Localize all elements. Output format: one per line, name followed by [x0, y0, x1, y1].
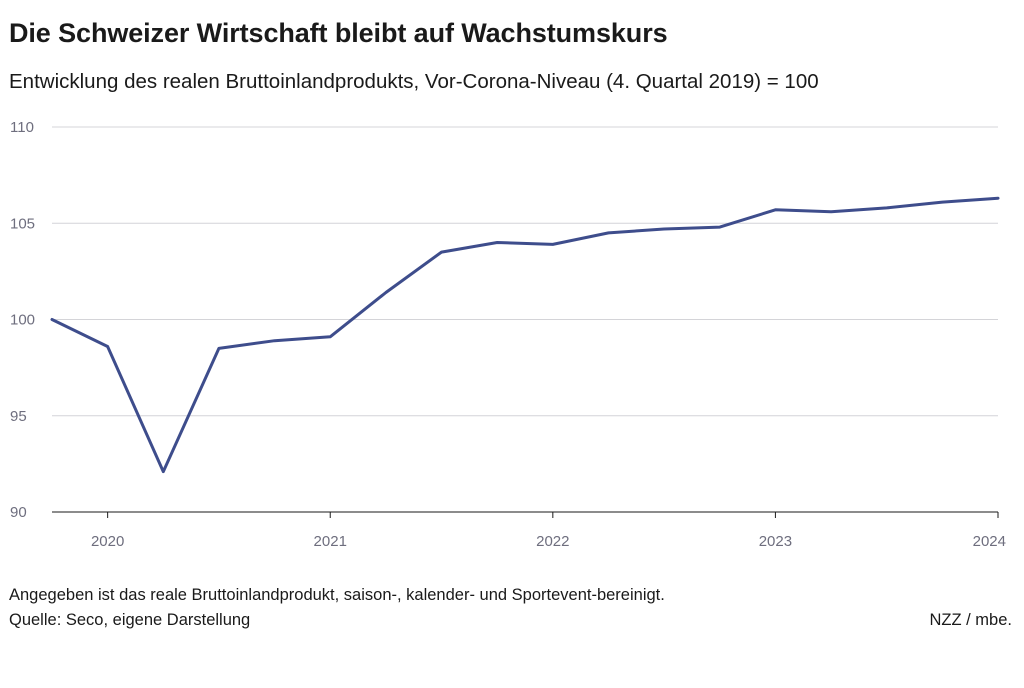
grid-layer: 90 95 100 105 110 [10, 119, 998, 521]
chart-title: Die Schweizer Wirtschaft bleibt auf Wach… [9, 18, 668, 48]
x-tick-label: 2023 [759, 533, 792, 550]
footnote: Angegeben ist das reale Bruttoinlandprod… [9, 586, 665, 604]
y-tick-label: 90 [10, 504, 27, 521]
chart-subtitle: Entwicklung des realen Bruttoinlandprodu… [9, 70, 819, 93]
credit: NZZ / mbe. [929, 611, 1012, 629]
line-chart: 90 95 100 105 110 2020 2021 2022 2023 2024 [10, 119, 1006, 550]
y-tick-label: 100 [10, 312, 35, 329]
y-tick-label: 110 [10, 119, 34, 136]
series-layer [50, 196, 1000, 474]
x-axis: 2020 2021 2022 2023 2024 [52, 511, 1006, 550]
x-tick-label: 2022 [536, 533, 569, 550]
y-tick-label: 105 [10, 215, 35, 232]
y-tick-label: 95 [10, 408, 27, 425]
source-note: Quelle: Seco, eigene Darstellung [9, 611, 251, 629]
x-tick-label: 2024 [973, 533, 1006, 550]
x-tick-label: 2021 [314, 533, 347, 550]
gdp-series-line [50, 196, 1000, 474]
x-tick-label: 2020 [91, 533, 124, 550]
